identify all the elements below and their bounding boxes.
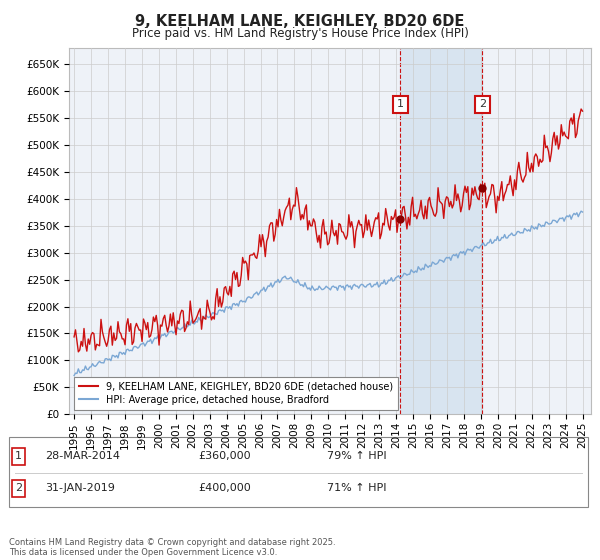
Legend: 9, KEELHAM LANE, KEIGHLEY, BD20 6DE (detached house), HPI: Average price, detach: 9, KEELHAM LANE, KEIGHLEY, BD20 6DE (det… bbox=[74, 377, 398, 409]
Text: Price paid vs. HM Land Registry's House Price Index (HPI): Price paid vs. HM Land Registry's House … bbox=[131, 27, 469, 40]
Bar bbox=[400, 48, 482, 414]
Text: 9, KEELHAM LANE, KEIGHLEY, BD20 6DE: 9, KEELHAM LANE, KEIGHLEY, BD20 6DE bbox=[136, 14, 464, 29]
Text: 31-JAN-2019: 31-JAN-2019 bbox=[45, 483, 115, 493]
Text: Contains HM Land Registry data © Crown copyright and database right 2025.
This d: Contains HM Land Registry data © Crown c… bbox=[9, 538, 335, 557]
Text: £400,000: £400,000 bbox=[198, 483, 251, 493]
Text: 1: 1 bbox=[15, 451, 22, 461]
Text: 1: 1 bbox=[397, 100, 404, 109]
Text: 28-MAR-2014: 28-MAR-2014 bbox=[45, 451, 120, 461]
Text: 79% ↑ HPI: 79% ↑ HPI bbox=[327, 451, 386, 461]
Text: £360,000: £360,000 bbox=[198, 451, 251, 461]
Text: 2: 2 bbox=[15, 483, 22, 493]
Text: 2: 2 bbox=[479, 100, 486, 109]
Text: 71% ↑ HPI: 71% ↑ HPI bbox=[327, 483, 386, 493]
